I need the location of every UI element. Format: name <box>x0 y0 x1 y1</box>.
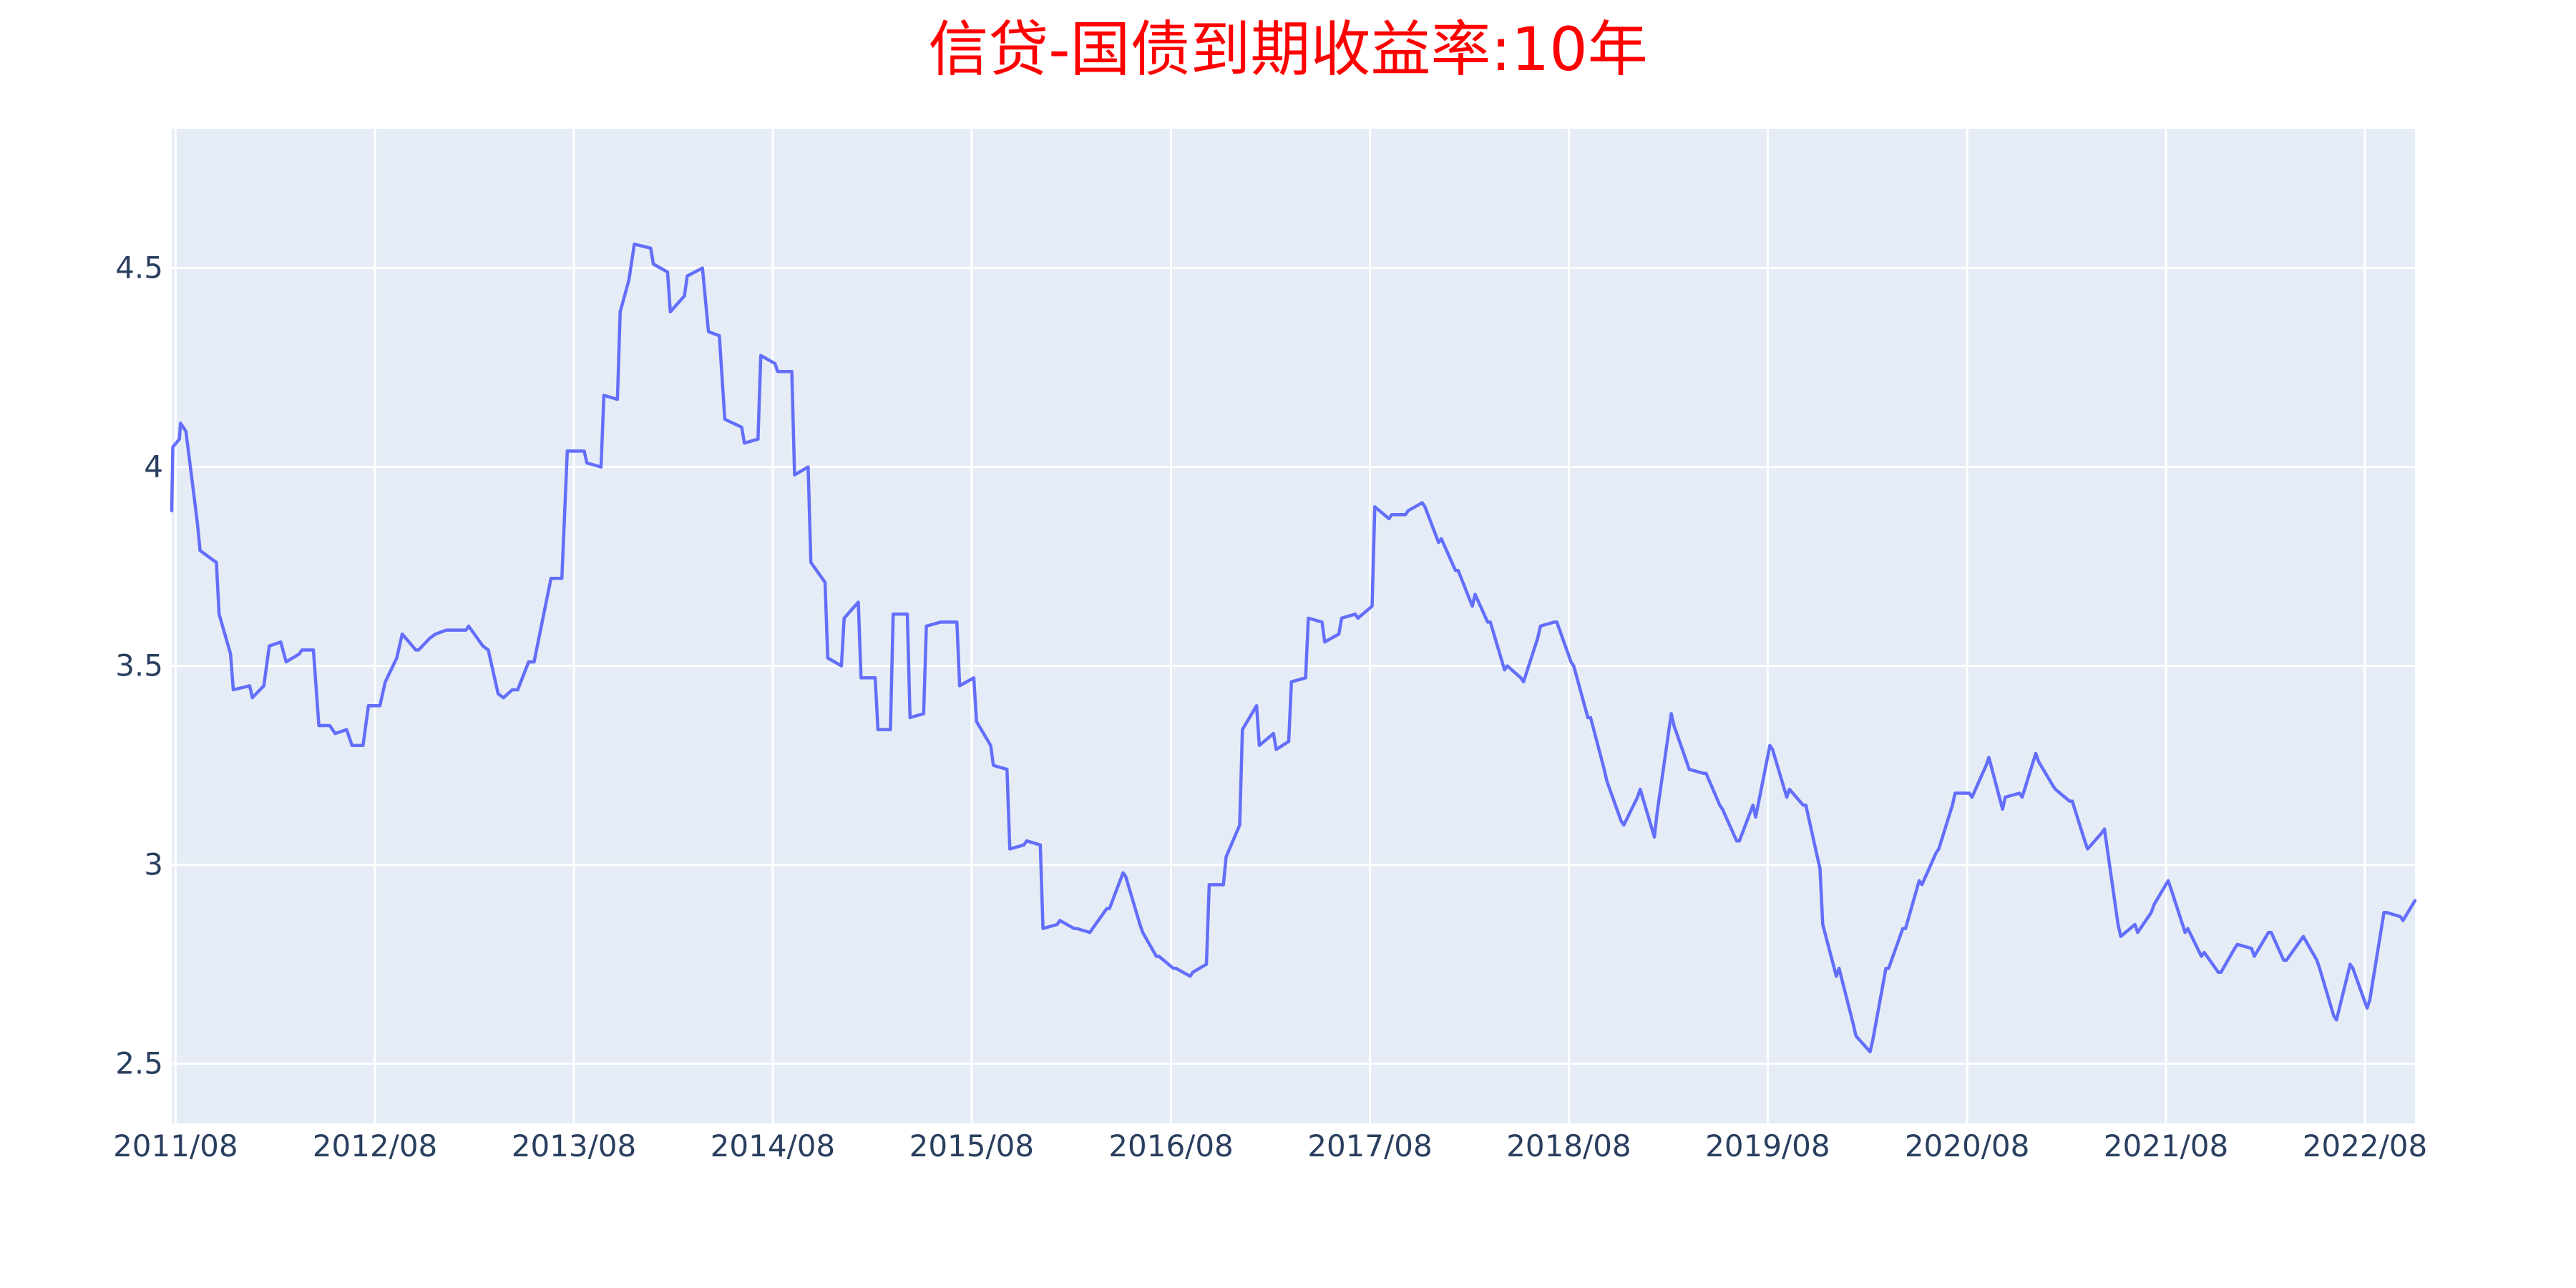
x-tick-label: 2022/08 <box>2303 1128 2427 1163</box>
x-tick-label: 2020/08 <box>1905 1128 2029 1163</box>
x-tick-label: 2011/08 <box>113 1128 238 1163</box>
gridlines <box>172 129 2415 1123</box>
x-tick-label: 2017/08 <box>1307 1128 1432 1163</box>
x-tick-label: 2021/08 <box>2104 1128 2228 1163</box>
x-tick-label: 2016/08 <box>1108 1128 1233 1163</box>
series-layer <box>170 242 2417 1054</box>
x-tick-label: 2013/08 <box>512 1128 636 1163</box>
y-tick-label: 3.5 <box>115 648 163 683</box>
y-tick-label: 4.5 <box>115 250 163 286</box>
axis-tick-labels: 2.5 3 3.5 4 4.5 2011/08 2012/08 2013/08 2014/08 2… <box>113 250 2427 1163</box>
chart-title: 信贷-国债到期收益率:10年 <box>928 14 1648 84</box>
y-tick-label: 4 <box>144 449 163 484</box>
x-tick-label: 2015/08 <box>909 1128 1034 1163</box>
series-line <box>170 242 2417 1054</box>
y-tick-label: 2.5 <box>115 1046 163 1081</box>
x-tick-label: 2012/08 <box>313 1128 437 1163</box>
x-tick-label: 2018/08 <box>1506 1128 1631 1163</box>
x-tick-label: 2019/08 <box>1705 1128 1830 1163</box>
plot-area <box>172 129 2415 1123</box>
y-tick-label: 3 <box>144 847 163 882</box>
x-tick-label: 2014/08 <box>711 1128 835 1163</box>
